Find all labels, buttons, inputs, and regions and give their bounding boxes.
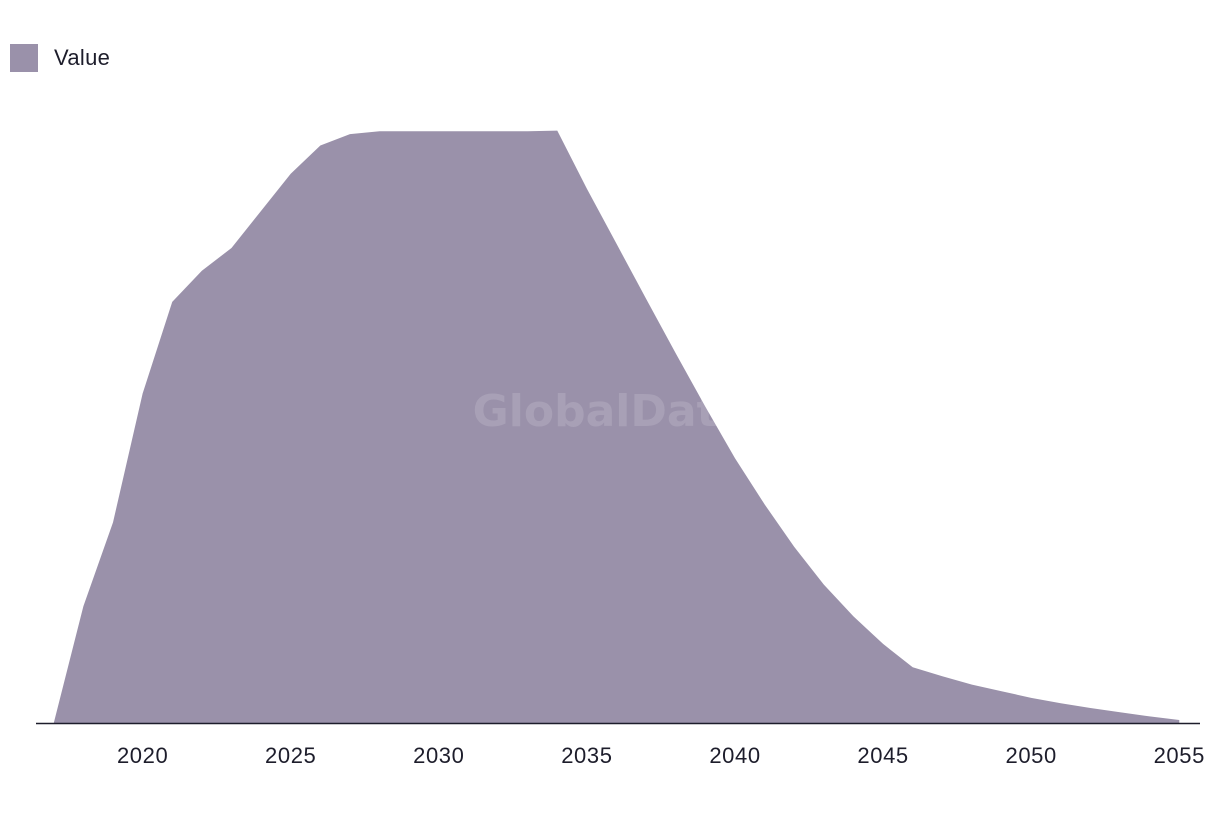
x-tick-label: 2045 [857,743,908,768]
x-axis: 2020 2025 2030 2035 2040 2045 2050 2055 [36,722,1205,768]
x-tick-label: 2025 [265,743,316,768]
area-layer [53,130,1180,724]
watermark-text: GlobalData [473,386,748,437]
legend-swatch [10,44,38,72]
x-tick-label: 2020 [117,743,168,768]
x-tick-label: 2040 [709,743,760,768]
area-series-0 [53,130,1180,724]
legend-label: Value [54,45,111,70]
legend: Value [10,44,110,72]
x-tick-label: 2050 [1006,743,1057,768]
x-tick-label: 2030 [413,743,464,768]
x-tick-label: 2055 [1154,743,1205,768]
x-tick-label: 2035 [561,743,612,768]
